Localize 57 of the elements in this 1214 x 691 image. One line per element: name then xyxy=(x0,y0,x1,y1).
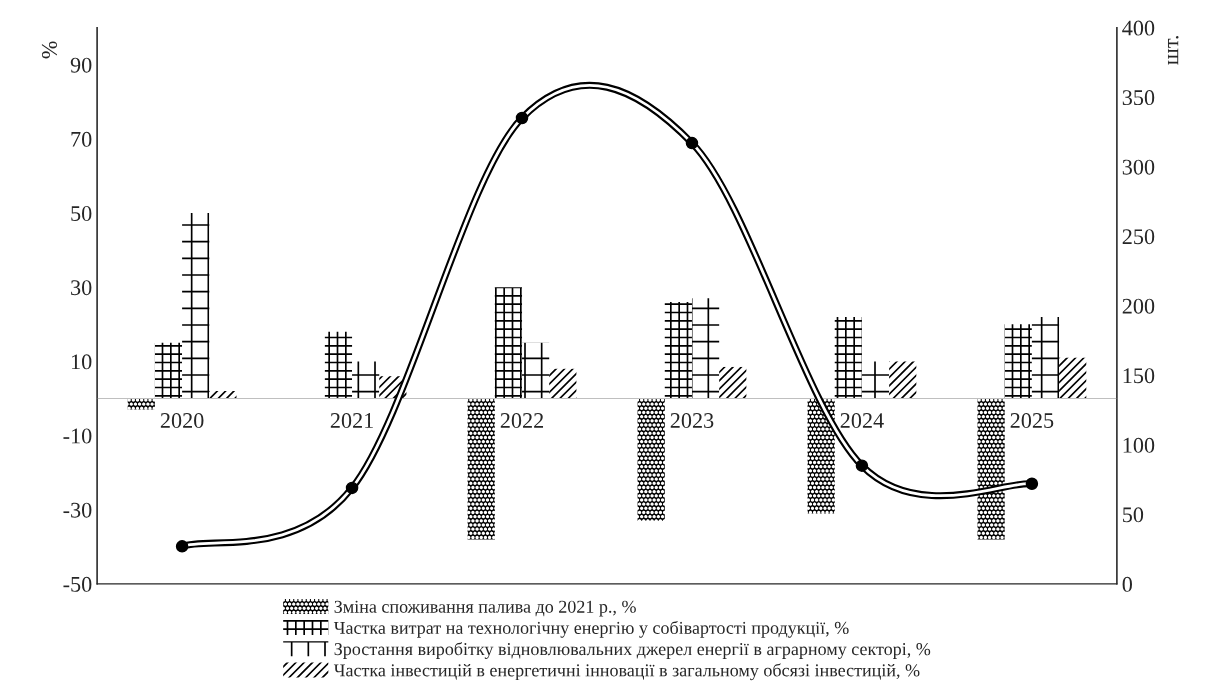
bar xyxy=(154,342,183,399)
x-tick-label: 2024 xyxy=(840,413,884,428)
y-tick-label: -10 xyxy=(63,428,92,444)
bar xyxy=(182,213,210,399)
point xyxy=(855,459,869,472)
legend-label: Частка інвестицій в енергетичні інновації в загальному обсязі інвестицій, % xyxy=(333,663,920,681)
y2-tick-label: 250 xyxy=(1122,229,1155,245)
point xyxy=(685,136,699,150)
y2-tick-label: 400 xyxy=(1122,20,1155,36)
bar xyxy=(324,331,353,399)
bar xyxy=(467,398,495,540)
point xyxy=(175,540,189,553)
bar xyxy=(1059,357,1087,399)
y-tick-label: -50 xyxy=(63,576,92,592)
bar xyxy=(549,368,577,399)
y-tick-label: 30 xyxy=(71,280,92,296)
y-tick-label: 90 xyxy=(70,57,92,73)
bar xyxy=(691,298,720,399)
y-axis-title: % xyxy=(41,41,57,59)
y-tick-label: 70 xyxy=(71,131,92,147)
y-tick-label: 10 xyxy=(71,354,92,370)
bar xyxy=(977,398,1005,540)
y2-tick-label: 0 xyxy=(1122,576,1133,592)
legend-label: Зростання виробітку відновлювальних джерел енергії в аграрному секторі, % xyxy=(334,642,931,659)
legend-label: Частка витрат на технологічну енергію у собівартості продукції, % xyxy=(333,620,849,638)
y-tick-label: -30 xyxy=(63,502,92,518)
bar xyxy=(637,398,665,521)
point xyxy=(1025,477,1039,491)
y2-tick-label: 300 xyxy=(1122,159,1155,175)
x-tick-label: 2025 xyxy=(1010,413,1054,428)
y2-tick-label: 150 xyxy=(1123,368,1155,384)
bar xyxy=(861,361,890,399)
bar xyxy=(352,361,380,399)
bar xyxy=(807,398,835,514)
bar xyxy=(889,361,917,399)
bar xyxy=(522,342,550,399)
point xyxy=(515,111,529,125)
y2-axis-title: шт. xyxy=(1167,36,1179,65)
bar xyxy=(209,391,237,399)
bar xyxy=(127,398,155,410)
y2-tick-label: 350 xyxy=(1122,90,1155,106)
x-tick-label: 2022 xyxy=(500,413,544,428)
x-tick-label: 2021 xyxy=(330,413,373,428)
bar xyxy=(664,302,692,399)
bar xyxy=(1004,324,1032,399)
y-tick-label: 50 xyxy=(71,205,92,221)
x-tick-label: 2023 xyxy=(670,413,714,428)
point xyxy=(345,481,359,495)
bar xyxy=(1031,316,1060,399)
y2-tick-label: 50 xyxy=(1123,507,1144,523)
x-tick-label: 2020 xyxy=(160,413,204,428)
legend-label: Зміна споживання палива до 2021 р., % xyxy=(334,600,636,617)
bar xyxy=(719,366,747,399)
y2-tick-label: 200 xyxy=(1122,298,1155,314)
y2-tick-label: 100 xyxy=(1123,437,1155,453)
bar xyxy=(494,287,523,399)
bar xyxy=(834,316,862,399)
